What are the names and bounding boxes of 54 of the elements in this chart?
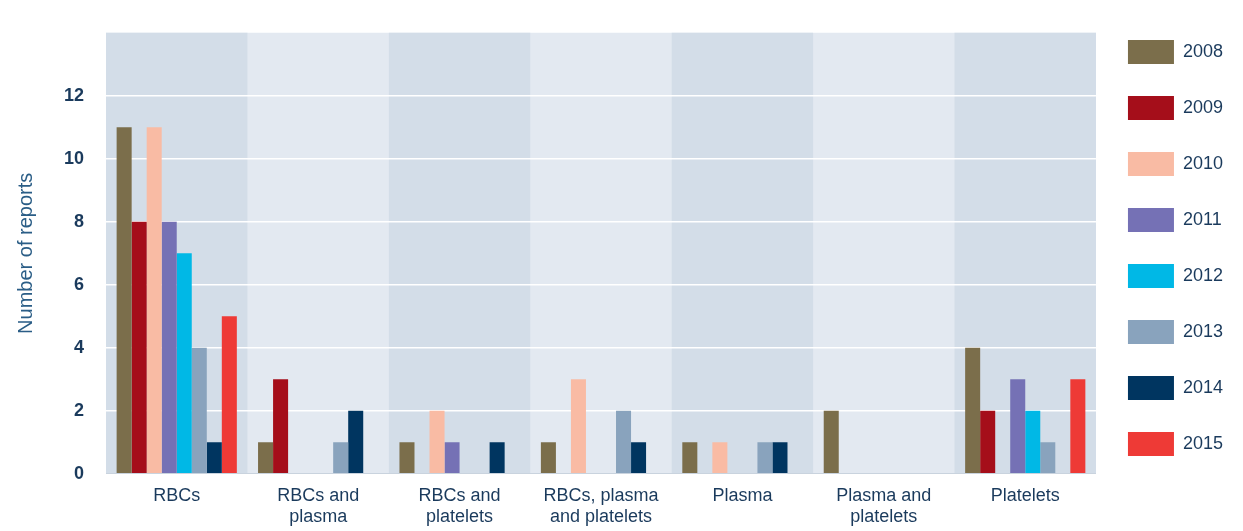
bar xyxy=(221,316,237,474)
bar xyxy=(489,442,505,474)
bar xyxy=(206,442,222,474)
bar xyxy=(444,442,460,474)
x-tick-label: RBCs, plasma and platelets xyxy=(543,484,660,527)
bar xyxy=(161,221,177,474)
bar xyxy=(682,442,698,474)
bar xyxy=(1010,379,1026,474)
bar xyxy=(823,410,839,474)
bar xyxy=(116,127,132,474)
bar xyxy=(616,410,632,474)
x-tick-label: Plasma xyxy=(712,484,774,505)
bar xyxy=(757,442,773,474)
legend-label: 2012 xyxy=(1182,264,1223,285)
bar xyxy=(131,221,147,474)
y-tick-label: 8 xyxy=(74,210,85,231)
legend-label: 2009 xyxy=(1182,96,1223,117)
bar xyxy=(965,347,981,474)
bar xyxy=(772,442,788,474)
bar xyxy=(631,442,647,474)
x-tick-label: Platelets xyxy=(990,484,1060,505)
x-tick-label: RBCs and plasma xyxy=(277,484,360,527)
bar xyxy=(540,442,556,474)
y-tick-label: 2 xyxy=(74,399,85,420)
bar xyxy=(191,347,207,474)
bar xyxy=(712,442,728,474)
bar xyxy=(1070,379,1086,474)
bar xyxy=(1040,442,1056,474)
legend-label: 2008 xyxy=(1182,40,1223,61)
y-tick-label: 12 xyxy=(63,84,85,105)
bar xyxy=(980,410,996,474)
bar xyxy=(258,442,274,474)
bar xyxy=(176,253,192,474)
y-tick-label: 0 xyxy=(74,462,85,483)
bar xyxy=(333,442,349,474)
bar xyxy=(570,379,586,474)
legend-label: 2014 xyxy=(1182,376,1223,397)
x-tick-label: RBCs xyxy=(153,484,201,505)
y-tick-label: 10 xyxy=(63,147,85,168)
bar xyxy=(348,410,364,474)
y-tick-label: 6 xyxy=(74,273,85,294)
bar xyxy=(399,442,415,474)
bar xyxy=(429,410,445,474)
y-tick-label: 4 xyxy=(74,336,85,357)
x-tick-label: Plasma and platelets xyxy=(836,484,932,527)
legend-label: 2013 xyxy=(1182,320,1223,341)
legend-label: 2010 xyxy=(1182,152,1223,173)
y-axis-title: Number of reports xyxy=(13,172,36,334)
x-tick-label: RBCs and platelets xyxy=(418,484,501,527)
bar xyxy=(1025,410,1041,474)
bar xyxy=(146,127,162,474)
legend-label: 2015 xyxy=(1182,432,1223,453)
legend-label: 2011 xyxy=(1182,208,1222,229)
bar xyxy=(273,379,289,474)
